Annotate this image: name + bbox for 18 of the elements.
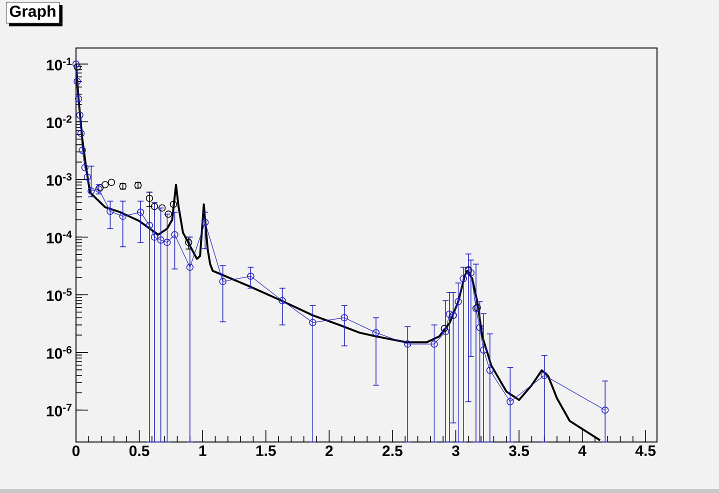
y-tick-label: 10$^{-5}$ <box>46 288 72 302</box>
y-tick-label: 10$^{-1}$ <box>46 58 72 70</box>
x-tick-label: 1 <box>199 446 206 456</box>
y-tick-label: 10$^{-4}$ <box>46 230 72 244</box>
x-tick-label: 0.5 <box>129 446 150 456</box>
x-tick-label: 3 <box>452 446 460 456</box>
y-tick-label: 10$^{-2}$ <box>46 115 72 128</box>
chart-title: Graph <box>10 5 56 20</box>
x-tick-label: 0 <box>72 446 80 456</box>
y-tick-label: 10$^{-3}$ <box>46 173 72 186</box>
x-tick-label: 2 <box>326 446 333 456</box>
y-tick-label: 10$^{-7}$ <box>46 404 72 416</box>
x-tick-label: 3.5 <box>508 446 530 456</box>
x-tick-label: 4.5 <box>635 446 656 456</box>
x-tick-label: 2.5 <box>382 446 402 456</box>
y-tick-label: 10$^{-6}$ <box>46 346 72 359</box>
x-tick-label: 1.5 <box>256 446 276 456</box>
x-tick-label: 4 <box>578 446 586 456</box>
